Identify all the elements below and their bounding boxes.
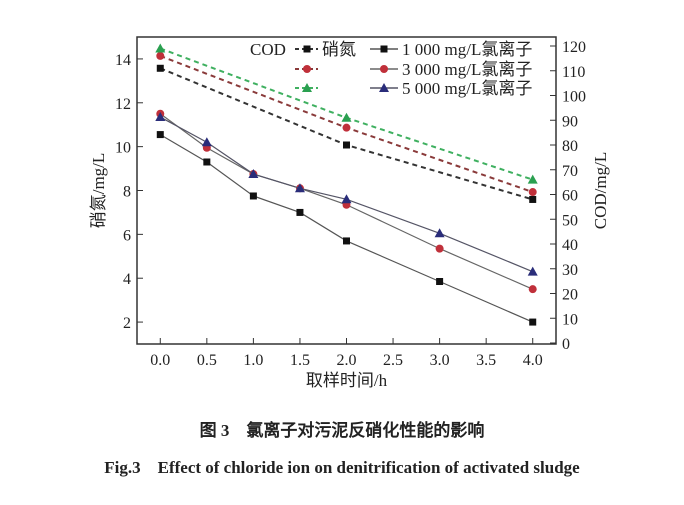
y-left-axis-label: 硝氮/mg/L bbox=[89, 153, 108, 229]
legend-marker bbox=[379, 83, 389, 92]
data-point bbox=[155, 43, 166, 53]
x-tick-label: 0.0 bbox=[150, 352, 170, 369]
data-point bbox=[156, 51, 165, 60]
legend-marker bbox=[302, 83, 312, 92]
y-right-tick-label: 90 bbox=[562, 113, 578, 130]
data-point bbox=[343, 141, 350, 149]
x-tick-label: 3.0 bbox=[430, 352, 450, 369]
legend-marker bbox=[303, 65, 311, 73]
data-point bbox=[528, 285, 537, 294]
legend-nitrate-label: 硝氮 bbox=[322, 40, 356, 59]
legend-marker bbox=[303, 45, 311, 53]
y-left-tick-label: 2 bbox=[123, 315, 131, 332]
y-right-tick-label: 80 bbox=[562, 138, 578, 155]
series-line-nitrate-0 bbox=[159, 134, 533, 323]
y-right-tick-label: 50 bbox=[562, 212, 578, 229]
data-point bbox=[294, 183, 305, 193]
data-point bbox=[155, 112, 166, 122]
legend-series-label: 1 000 mg/L氯离子 bbox=[402, 40, 532, 59]
x-tick-label: 3.5 bbox=[476, 352, 496, 369]
data-point bbox=[436, 278, 444, 286]
y-right-tick-label: 100 bbox=[562, 89, 586, 106]
data-point bbox=[341, 112, 352, 122]
data-point bbox=[156, 64, 164, 72]
data-point bbox=[248, 169, 259, 179]
legend-series-label: 3 000 mg/L氯离子 bbox=[402, 60, 532, 79]
y-right-tick-label: 20 bbox=[562, 287, 578, 304]
caption-en: Fig.3 Effect of chloride ion on denitrif… bbox=[104, 458, 580, 477]
y-right-tick-label: 110 bbox=[562, 64, 585, 81]
x-axis-label: 取样时间/h bbox=[306, 371, 388, 390]
data-point bbox=[527, 174, 538, 184]
data-point bbox=[201, 137, 212, 147]
y-right-tick-label: 10 bbox=[562, 311, 578, 328]
data-point bbox=[343, 237, 350, 245]
x-tick-label: 0.5 bbox=[197, 352, 217, 369]
y-right-axis-label: COD/mg/L bbox=[591, 152, 610, 229]
data-point bbox=[203, 158, 211, 166]
x-tick-label: 1.0 bbox=[243, 352, 263, 369]
legend-marker bbox=[380, 45, 388, 53]
y-right-tick-label: 70 bbox=[562, 163, 578, 180]
data-point bbox=[296, 208, 304, 216]
data-point bbox=[341, 194, 352, 204]
x-tick-label: 1.5 bbox=[290, 352, 310, 369]
data-point bbox=[342, 123, 351, 132]
y-right-tick-label: 0 bbox=[562, 336, 570, 353]
legend-series-label: 5 000 mg/L氯离子 bbox=[402, 79, 532, 98]
x-tick-label: 2.0 bbox=[337, 352, 357, 369]
data-point bbox=[529, 318, 537, 326]
data-point bbox=[156, 131, 164, 139]
y-left-tick-label: 6 bbox=[123, 227, 131, 244]
data-point bbox=[434, 228, 445, 238]
caption-cn: 图 3 氯离子对污泥反硝化性能的影响 bbox=[199, 421, 485, 440]
y-left-tick-label: 8 bbox=[123, 184, 131, 201]
data-point bbox=[528, 188, 537, 197]
data-point bbox=[249, 192, 257, 200]
y-left-tick-label: 4 bbox=[123, 271, 131, 288]
x-tick-label: 2.5 bbox=[383, 352, 403, 369]
legend-marker bbox=[380, 65, 388, 73]
data-point bbox=[527, 266, 538, 276]
legend-cod-label: COD bbox=[250, 40, 286, 59]
y-right-tick-label: 40 bbox=[562, 237, 578, 254]
y-right-tick-label: 120 bbox=[562, 39, 586, 56]
y-left-tick-label: 12 bbox=[115, 96, 131, 113]
y-right-tick-label: 30 bbox=[562, 262, 578, 279]
data-point bbox=[435, 244, 444, 253]
x-tick-label: 4.0 bbox=[523, 352, 543, 369]
data-point bbox=[529, 195, 537, 203]
y-left-tick-label: 14 bbox=[115, 52, 131, 69]
y-left-tick-label: 10 bbox=[115, 140, 131, 157]
y-right-tick-label: 60 bbox=[562, 188, 578, 205]
